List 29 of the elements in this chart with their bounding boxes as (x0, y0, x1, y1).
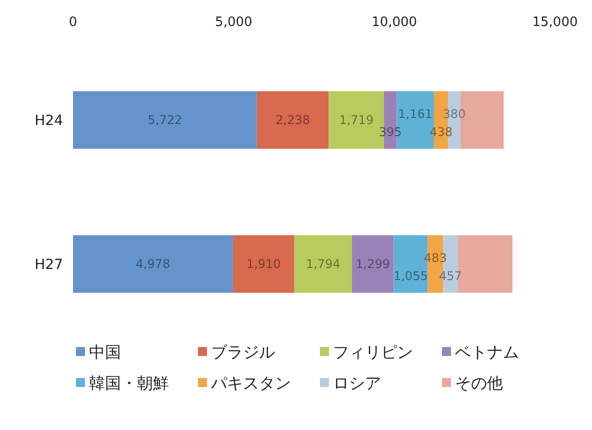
bar (256, 91, 329, 149)
data-label: 4,978 (136, 257, 170, 272)
legend-label: ベトナム (455, 342, 519, 362)
legend-label: パキスタン (210, 374, 291, 393)
bar (232, 235, 294, 293)
x-tick-label: 10,000 (372, 15, 418, 30)
data-label: 1,161 (398, 107, 433, 122)
y-tick-label: H24 (34, 112, 64, 129)
data-label: 1,719 (339, 113, 374, 128)
data-label: 5,722 (148, 113, 182, 128)
data-label: 1,055 (393, 269, 428, 284)
y-tick-label: H27 (34, 256, 63, 273)
legend-label: その他 (455, 374, 503, 393)
x-tick-label: 0 (68, 15, 78, 30)
bar (294, 235, 352, 293)
legend-label: フィリピン (333, 342, 413, 362)
bar (73, 91, 257, 149)
bar (73, 235, 233, 293)
bar (352, 235, 394, 293)
legend-label: ブラジル (211, 342, 275, 362)
legend-label: 韓国・朝鮮 (89, 374, 169, 393)
data-label: 1,910 (246, 257, 281, 272)
data-label: 1,794 (306, 257, 340, 272)
data-label: 2,238 (276, 113, 310, 128)
legend-label: 中国 (89, 342, 121, 362)
x-tick-label: 5,000 (215, 15, 252, 30)
x-tick-label: 15,000 (532, 15, 578, 30)
data-label: 1,299 (356, 257, 390, 272)
legend-label: ロシア (333, 374, 381, 393)
